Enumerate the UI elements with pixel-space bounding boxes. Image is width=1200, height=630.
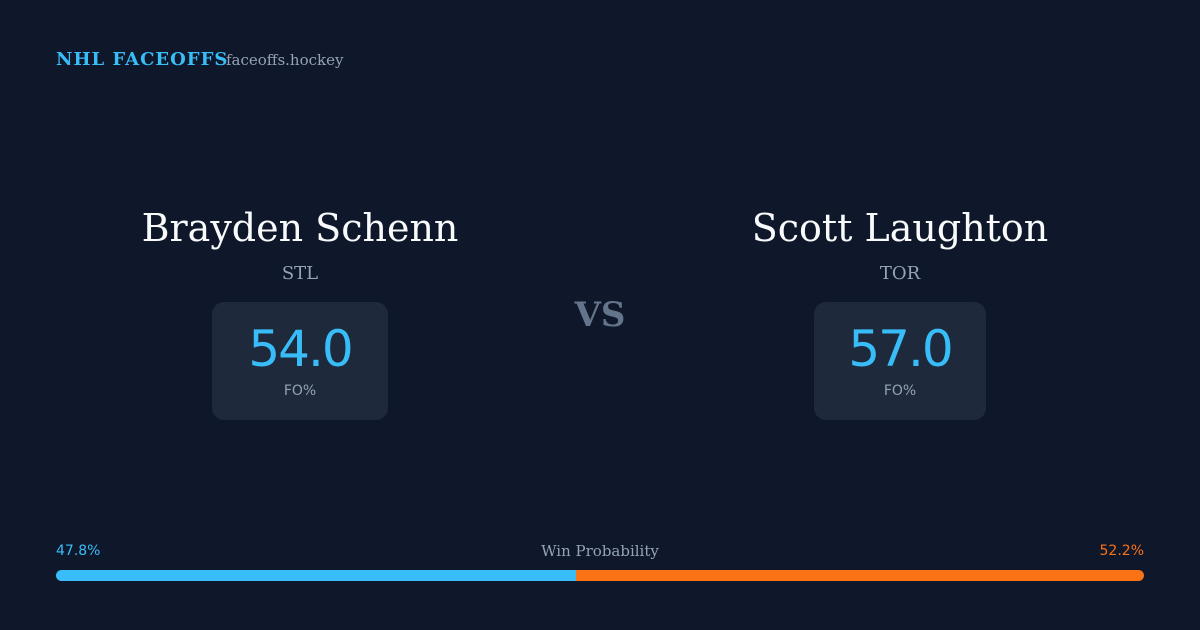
win-prob-right: 52.2% [1099, 543, 1144, 559]
player-team: TOR [879, 263, 921, 284]
site-url: faceoffs.hockey [226, 51, 344, 69]
win-prob-bar [56, 570, 1144, 581]
versus: VS [574, 295, 626, 335]
win-prob-segment [576, 570, 1144, 581]
stat-value: 54.0 [248, 320, 353, 378]
win-prob-left: 47.8% [56, 543, 101, 559]
brand: NHL FACEOFFS [56, 49, 229, 70]
player-name: Scott Laughton [751, 206, 1049, 250]
stat-label: FO% [883, 383, 917, 399]
stat-card: 57.0 FO% [814, 302, 986, 420]
win-prob-segment [56, 570, 577, 581]
win-prob-label: Win Probability [541, 542, 659, 560]
player-name: Brayden Schenn [141, 206, 459, 250]
stat-card: 54.0 FO% [212, 302, 388, 420]
stat-label: FO% [283, 383, 317, 399]
player-team: STL [281, 263, 319, 284]
stat-value: 57.0 [848, 320, 953, 378]
